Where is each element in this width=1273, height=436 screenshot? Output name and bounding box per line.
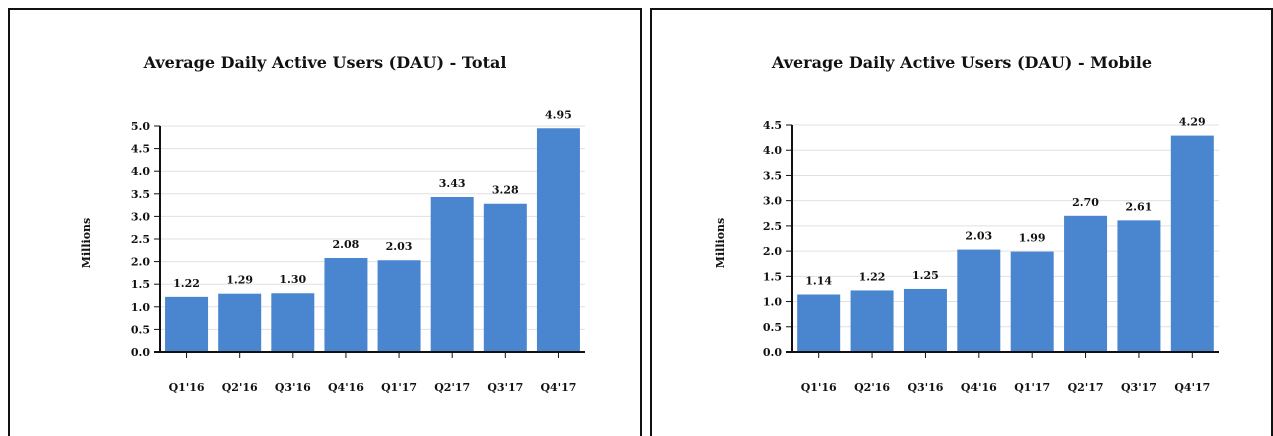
y-tick-label: 0.5 bbox=[763, 321, 782, 334]
y-axis-label: Millions bbox=[80, 218, 93, 268]
y-tick-label: 3.5 bbox=[763, 169, 782, 182]
x-tick-label: Q1'16 bbox=[169, 381, 205, 394]
data-label: 3.28 bbox=[492, 184, 519, 197]
y-tick-label: 0.0 bbox=[763, 346, 782, 359]
data-label: 2.08 bbox=[333, 238, 360, 251]
y-tick-label: 2.0 bbox=[763, 245, 782, 258]
chart-title: Average Daily Active Users (DAU) - Total bbox=[143, 53, 507, 72]
y-tick-label: 4.5 bbox=[763, 119, 782, 132]
y-tick-label: 0.5 bbox=[131, 323, 150, 336]
y-tick-label: 2.0 bbox=[131, 256, 150, 269]
x-tick-label: Q2'16 bbox=[222, 381, 258, 394]
x-tick-label: Q2'17 bbox=[434, 381, 470, 394]
x-tick-label: Q1'16 bbox=[801, 381, 837, 394]
y-tick-label: 1.5 bbox=[131, 278, 150, 291]
bar-Q3'16 bbox=[271, 293, 315, 352]
y-tick-label: 1.5 bbox=[763, 270, 782, 283]
y-tick-label: 4.0 bbox=[131, 165, 150, 178]
data-label: 1.14 bbox=[805, 274, 832, 287]
bar-Q3'16 bbox=[903, 288, 947, 352]
chart-title: Average Daily Active Users (DAU) - Mobil… bbox=[771, 53, 1152, 72]
bar-Q2'17 bbox=[430, 196, 474, 352]
data-label: 1.99 bbox=[1019, 232, 1046, 245]
x-tick-label: Q3'17 bbox=[487, 381, 523, 394]
x-tick-label: Q4'17 bbox=[540, 381, 576, 394]
x-tick-label: Q2'16 bbox=[854, 381, 890, 394]
bar-Q3'17 bbox=[483, 203, 527, 352]
y-axis-label: Millions bbox=[714, 218, 727, 268]
x-tick-label: Q4'17 bbox=[1174, 381, 1210, 394]
y-tick-label: 3.5 bbox=[131, 188, 150, 201]
chart-panel-total: Average Daily Active Users (DAU) - Total… bbox=[8, 8, 642, 436]
data-label: 2.70 bbox=[1072, 196, 1099, 209]
y-tick-label: 2.5 bbox=[131, 233, 150, 246]
bar-Q4'17 bbox=[536, 128, 580, 352]
bar-Q1'16 bbox=[165, 296, 209, 352]
y-tick-label: 1.0 bbox=[763, 296, 782, 309]
chart-panel-mobile: Average Daily Active Users (DAU) - Mobil… bbox=[650, 8, 1273, 436]
data-label: 1.22 bbox=[173, 277, 200, 290]
data-label: 1.22 bbox=[859, 270, 886, 283]
y-tick-label: 0.0 bbox=[131, 346, 150, 359]
y-tick-label: 4.0 bbox=[763, 144, 782, 157]
y-tick-label: 3.0 bbox=[131, 210, 150, 223]
data-label: 3.43 bbox=[439, 177, 466, 190]
data-label: 1.29 bbox=[226, 274, 253, 287]
data-label: 2.61 bbox=[1126, 200, 1153, 213]
x-tick-label: Q1'17 bbox=[1014, 381, 1050, 394]
data-label: 1.25 bbox=[912, 269, 939, 282]
bar-Q2'16 bbox=[218, 293, 262, 352]
y-tick-label: 3.0 bbox=[763, 195, 782, 208]
data-label: 1.30 bbox=[279, 273, 306, 286]
bar-Q1'17 bbox=[377, 260, 421, 352]
x-tick-label: Q3'16 bbox=[907, 381, 943, 394]
chart-total: Average Daily Active Users (DAU) - Total… bbox=[80, 53, 585, 394]
bar-Q4'16 bbox=[324, 257, 368, 352]
bar-Q2'16 bbox=[850, 290, 894, 352]
data-label: 2.03 bbox=[965, 230, 992, 243]
y-tick-label: 2.5 bbox=[763, 220, 782, 233]
x-tick-label: Q2'17 bbox=[1068, 381, 1104, 394]
bar-Q4'17 bbox=[1170, 135, 1214, 352]
y-tick-label: 1.0 bbox=[131, 301, 150, 314]
bar-Q1'17 bbox=[1010, 251, 1054, 352]
y-tick-label: 4.5 bbox=[131, 143, 150, 156]
x-tick-label: Q3'16 bbox=[275, 381, 311, 394]
x-tick-label: Q4'16 bbox=[961, 381, 997, 394]
data-label: 4.29 bbox=[1179, 116, 1206, 129]
bar-Q1'16 bbox=[797, 294, 841, 352]
x-tick-label: Q4'16 bbox=[328, 381, 364, 394]
data-label: 4.95 bbox=[545, 108, 572, 121]
bar-Q3'17 bbox=[1117, 220, 1161, 352]
data-label: 2.03 bbox=[386, 240, 413, 253]
bar-Q2'17 bbox=[1064, 215, 1108, 352]
bar-Q4'16 bbox=[957, 249, 1001, 352]
x-tick-label: Q3'17 bbox=[1121, 381, 1157, 394]
y-tick-label: 5.0 bbox=[131, 120, 150, 133]
chart-mobile: Average Daily Active Users (DAU) - Mobil… bbox=[714, 53, 1219, 394]
x-tick-label: Q1'17 bbox=[381, 381, 417, 394]
